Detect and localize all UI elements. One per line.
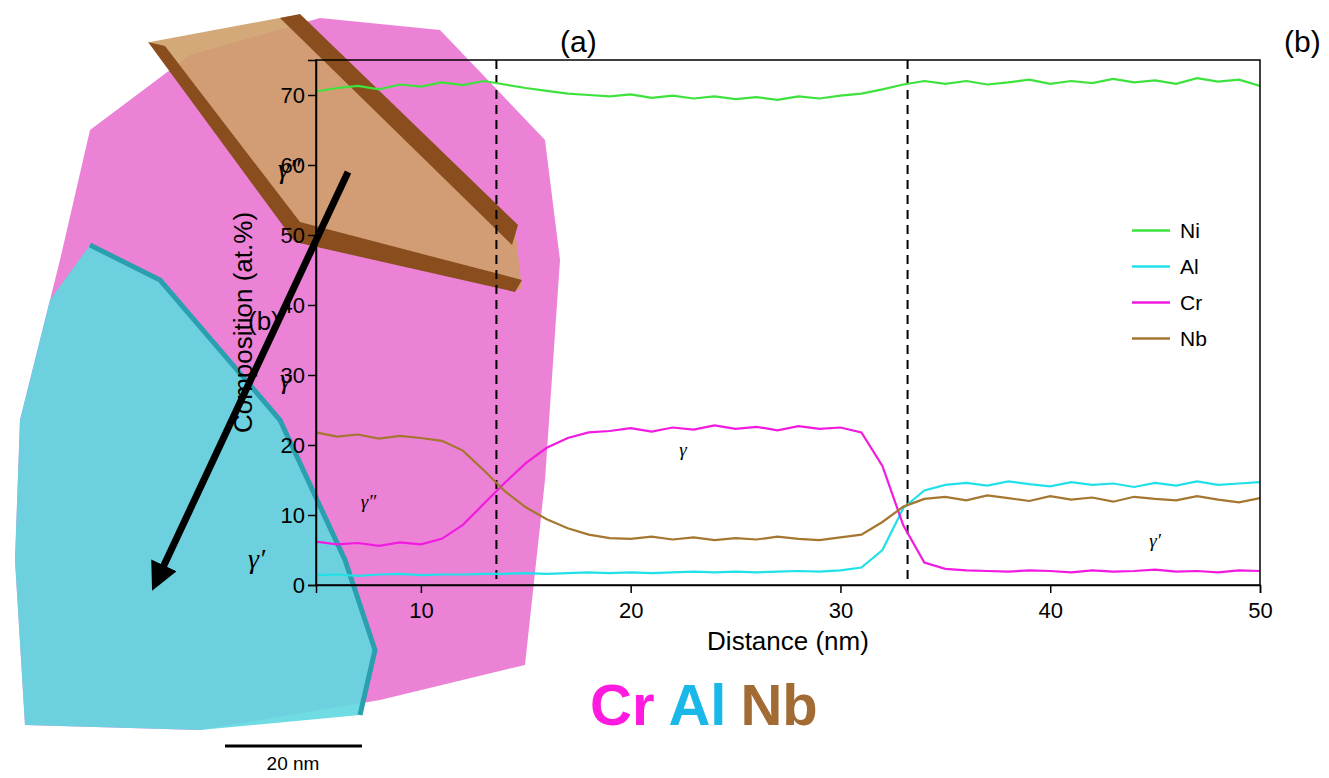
legend-swatch [1132, 265, 1170, 268]
axis-line [317, 586, 1261, 594]
isosurface [148, 42, 522, 292]
figure: (b)γ″γγ′20 nm(a)CrAlNb102030405001020304… [0, 0, 1329, 778]
tick-mark [308, 375, 316, 377]
tick-mark [308, 585, 316, 587]
tick-label: 20 [619, 598, 643, 623]
x-tick: 10 [409, 585, 433, 623]
legend-label: Ni [1180, 219, 1200, 242]
tick-label: 50 [1248, 598, 1272, 623]
y-tick: 0 [293, 573, 316, 598]
x-tick: 50 [1248, 585, 1272, 623]
scale-bar-label: 20 nm [267, 753, 320, 774]
panel-b: 10 20 30 40 50 0 10 20 30 40 50 60 70 Distance (nm) Co… [228, 60, 1273, 656]
tick-label: 10 [281, 503, 305, 528]
tick-mark [840, 585, 842, 593]
tick-mark [308, 305, 316, 307]
y-tick: 30 [281, 363, 316, 388]
panel-label: (b) [1284, 25, 1321, 58]
legend: Ni Al Cr Nb [1132, 219, 1207, 350]
legend-label: Nb [1180, 327, 1207, 350]
phase-label: γ′ [248, 543, 266, 574]
gamma-prime-region [15, 245, 375, 730]
tick-mark [308, 95, 316, 97]
legend-label: Cr [1180, 291, 1202, 314]
series-line [316, 78, 1260, 100]
x-tick: 40 [1038, 585, 1062, 623]
legend-label: Al [1180, 255, 1199, 278]
tick-label: 60 [281, 153, 305, 178]
scale-bar [225, 745, 362, 748]
x-tick: 30 [829, 585, 853, 623]
legend-swatch [1132, 337, 1170, 340]
tick-label: 30 [829, 598, 853, 623]
plot-marks [316, 60, 1260, 585]
profile-arrow [158, 172, 348, 578]
legend-swatch [1132, 301, 1170, 304]
series-line [316, 425, 1260, 572]
y-axis: 0 10 20 30 40 50 60 70 [281, 61, 317, 598]
panel-label: (a) [560, 25, 597, 58]
tick-label: 10 [409, 598, 433, 623]
y-axis-title: Composition (at.%) [228, 212, 258, 433]
series-line [316, 432, 1260, 540]
y-tick: 20 [281, 433, 316, 458]
tick-label: 40 [1038, 598, 1062, 623]
x-axis-title: Distance (nm) [707, 626, 869, 656]
tick-mark [308, 235, 316, 237]
element-key-entry: Al [668, 672, 726, 737]
tick-label: 70 [281, 83, 305, 108]
tick-mark [308, 165, 316, 167]
y-tick: 10 [281, 503, 316, 528]
phase-annotation: γ″ [361, 491, 377, 512]
tick-label: 0 [293, 573, 305, 598]
axis-line [308, 61, 317, 586]
panel-a: (b)γ″γγ′20 nm [15, 14, 560, 774]
x-axis: 10 20 30 40 50 [317, 585, 1273, 623]
plot-frame [316, 60, 1260, 585]
phase-annotation: γ [679, 439, 687, 460]
tick-mark [1260, 585, 1262, 593]
y-tick: 40 [281, 293, 316, 318]
y-tick: 50 [281, 223, 316, 248]
tick-mark [308, 515, 316, 517]
phase-annotation: γ′ [1149, 530, 1161, 551]
x-tick: 20 [619, 585, 643, 623]
tick-mark [308, 445, 316, 447]
element-key-entry: Nb [740, 672, 817, 737]
y-tick: 70 [281, 83, 316, 108]
element-key: CrAlNb [590, 672, 818, 737]
y-tick: 60 [281, 153, 316, 178]
tick-mark [1050, 585, 1052, 593]
tick-label: 40 [281, 293, 305, 318]
tick-mark [421, 585, 423, 593]
legend-swatch [1132, 229, 1170, 232]
phase-boundary [495, 60, 497, 585]
tick-mark [630, 585, 632, 593]
tick-label: 30 [281, 363, 305, 388]
tick-label: 50 [281, 223, 305, 248]
element-key-entry: Cr [590, 672, 654, 737]
tick-label: 20 [281, 433, 305, 458]
